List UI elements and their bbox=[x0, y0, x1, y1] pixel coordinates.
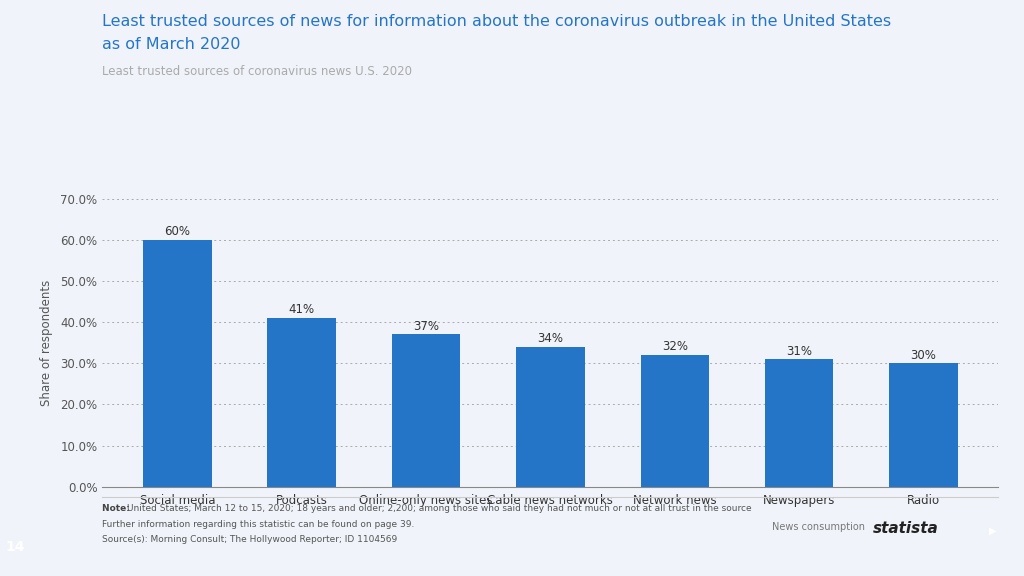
Text: Source(s): Morning Consult; The Hollywood Reporter; ID 1104569: Source(s): Morning Consult; The Hollywoo… bbox=[102, 535, 397, 544]
Y-axis label: Share of respondents: Share of respondents bbox=[41, 279, 53, 406]
Text: Note:: Note: bbox=[102, 504, 133, 513]
Text: 37%: 37% bbox=[413, 320, 439, 333]
Text: 30%: 30% bbox=[910, 348, 936, 362]
Text: 41%: 41% bbox=[289, 304, 314, 316]
Text: 14: 14 bbox=[5, 540, 26, 554]
Text: 32%: 32% bbox=[662, 340, 688, 354]
Text: Least trusted sources of news for information about the coronavirus outbreak in : Least trusted sources of news for inform… bbox=[102, 14, 892, 29]
Text: News consumption: News consumption bbox=[772, 522, 865, 532]
Bar bbox=[267, 318, 336, 487]
Text: 31%: 31% bbox=[786, 344, 812, 358]
Bar bbox=[392, 335, 460, 487]
Bar bbox=[889, 363, 957, 487]
Text: Further information regarding this statistic can be found on page 39.: Further information regarding this stati… bbox=[102, 520, 415, 529]
Text: 60%: 60% bbox=[164, 225, 190, 238]
Text: 34%: 34% bbox=[538, 332, 563, 345]
Bar bbox=[765, 359, 834, 487]
Text: ▶: ▶ bbox=[988, 526, 996, 536]
Bar bbox=[143, 240, 212, 487]
Bar bbox=[641, 355, 709, 487]
Bar bbox=[516, 347, 585, 487]
Text: as of March 2020: as of March 2020 bbox=[102, 37, 241, 52]
Text: Least trusted sources of coronavirus news U.S. 2020: Least trusted sources of coronavirus new… bbox=[102, 65, 413, 78]
Text: statista: statista bbox=[872, 521, 938, 536]
Text: United States; March 12 to 15, 2020; 18 years and older; 2,200; among those who : United States; March 12 to 15, 2020; 18 … bbox=[127, 504, 752, 513]
